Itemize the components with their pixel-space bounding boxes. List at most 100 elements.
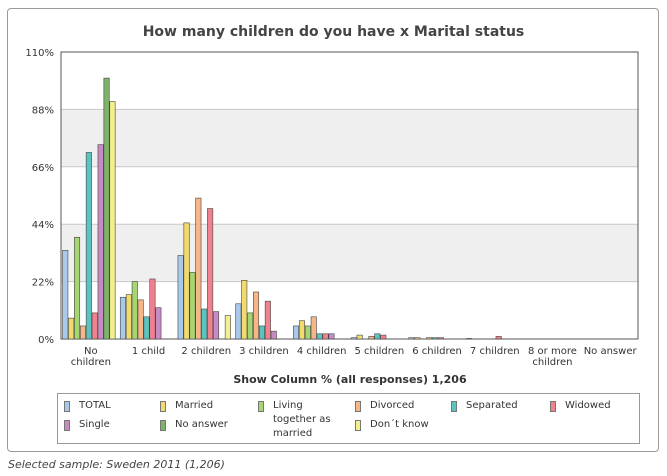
x-tick-label: No: [84, 346, 98, 357]
x-tick-label: 5 children: [355, 346, 405, 357]
bar-separated: [432, 337, 439, 340]
legend-item: TOTAL: [64, 399, 111, 413]
bar-widowed: [437, 337, 444, 340]
plot-band: [61, 224, 638, 282]
bar-divorced: [137, 299, 144, 340]
legend-item: Don´t know: [355, 418, 429, 432]
legend-label: Widowed: [565, 400, 611, 411]
bar-married: [241, 279, 248, 340]
legend-item: Living together as married: [258, 399, 331, 441]
x-tick-label: children: [532, 357, 572, 368]
y-tick-label: 110%: [25, 48, 54, 59]
bar-widowed: [207, 208, 214, 340]
x-tick-label: children: [71, 357, 111, 368]
bar-living-together-as-married: [131, 281, 138, 340]
x-tick-label: 6 children: [412, 346, 462, 357]
bar-separated: [316, 333, 323, 340]
bar-single: [97, 144, 104, 340]
legend-swatch: [355, 401, 361, 412]
bar-don-t-know: [109, 101, 116, 340]
y-tick-label: 0%: [38, 335, 54, 346]
legend-item: Separated: [451, 399, 518, 413]
x-tick-label: No answer: [584, 346, 638, 357]
bar-total: [466, 338, 473, 340]
bar-married: [356, 334, 363, 340]
x-tick-label: 7 children: [470, 346, 520, 357]
bar-total: [350, 337, 357, 340]
bar-total: [235, 303, 242, 340]
bar-widowed: [149, 278, 156, 340]
plot-band: [61, 109, 638, 167]
bar-no-answer: [103, 77, 110, 340]
legend-swatch: [258, 401, 264, 412]
x-tick-label: 8 or more: [528, 346, 577, 357]
bar-widowed: [495, 336, 502, 340]
bar-total: [119, 296, 126, 340]
bar-separated: [201, 308, 208, 340]
bar-separated: [258, 325, 265, 340]
x-tick-label: 2 children: [181, 346, 231, 357]
legend-item: Married: [160, 399, 213, 413]
legend: TOTAL Married Living together as married Divo…: [57, 393, 640, 444]
x-axis-title: Show Column % (all responses) 1,206: [233, 373, 467, 386]
bar-married: [414, 337, 421, 340]
sample-caption: Selected sample: Sweden 2011 (1,206): [8, 458, 225, 471]
bar-divorced: [426, 337, 433, 340]
bar-widowed: [380, 334, 387, 340]
legend-swatch: [64, 420, 70, 431]
legend-label: Living together as married: [273, 400, 331, 439]
bar-living-together-as-married: [247, 312, 254, 340]
bar-don-t-know: [224, 315, 231, 340]
legend-swatch: [550, 401, 556, 412]
chart-title: How many children do you have x Marital …: [142, 24, 525, 40]
bar-living-together-as-married: [189, 272, 196, 340]
bar-separated: [85, 152, 92, 340]
bar-widowed: [322, 333, 329, 340]
legend-label: Separated: [466, 400, 518, 411]
y-tick-label: 44%: [32, 220, 54, 231]
legend-item: Widowed: [550, 399, 611, 413]
legend-label: No answer: [175, 419, 228, 430]
bar-married: [183, 222, 190, 340]
legend-swatch: [160, 401, 166, 412]
legend-label: Don´t know: [370, 419, 429, 430]
bar-single: [213, 311, 220, 340]
legend-item: Single: [64, 418, 110, 432]
bar-married: [298, 320, 305, 340]
y-tick-label: 22%: [32, 278, 54, 289]
bar-living-together-as-married: [304, 325, 311, 340]
bar-single: [270, 330, 277, 340]
bar-total: [408, 337, 415, 340]
bar-widowed: [264, 300, 271, 340]
bar-separated: [374, 333, 381, 340]
bar-married: [125, 294, 132, 340]
bar-single: [328, 333, 335, 340]
plot-border: [60, 51, 639, 340]
bar-divorced: [253, 291, 260, 340]
bar-divorced: [79, 325, 86, 340]
y-tick-label: 66%: [32, 163, 54, 174]
bar-separated: [143, 316, 150, 340]
bar-total: [293, 325, 300, 340]
x-tick-label: 4 children: [297, 346, 347, 357]
bar-divorced: [195, 197, 202, 340]
legend-swatch: [64, 401, 70, 412]
legend-swatch: [355, 420, 361, 431]
legend-label: Single: [79, 419, 110, 430]
legend-label: TOTAL: [79, 400, 111, 411]
bar-total: [62, 249, 69, 340]
legend-swatch: [160, 420, 166, 431]
legend-label: Married: [175, 400, 214, 411]
bar-divorced: [368, 336, 375, 340]
legend-label: Divorced: [370, 400, 415, 411]
bar-total: [177, 255, 184, 340]
bar-living-together-as-married: [74, 236, 81, 340]
bar-married: [68, 317, 75, 340]
y-tick-label: 88%: [32, 105, 54, 116]
bar-widowed: [91, 312, 98, 340]
legend-swatch: [451, 401, 457, 412]
bar-single: [155, 307, 162, 340]
x-tick-label: 1 child: [132, 346, 165, 357]
legend-item: No answer: [160, 418, 228, 432]
